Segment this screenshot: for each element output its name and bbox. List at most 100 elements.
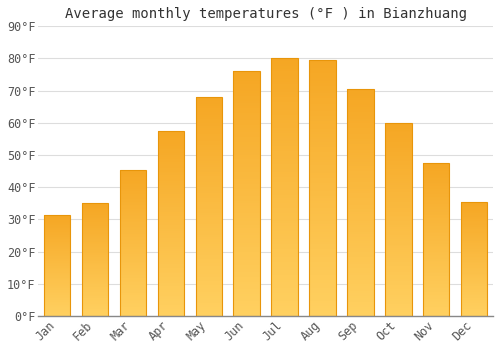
Bar [234, 142, 260, 145]
Bar [385, 183, 411, 185]
Bar [309, 83, 336, 86]
Bar [120, 234, 146, 236]
Bar [309, 301, 336, 303]
Bar [423, 204, 450, 206]
Bar [461, 292, 487, 293]
Bar [44, 298, 70, 299]
Bar [158, 203, 184, 205]
Bar [158, 262, 184, 264]
Bar [385, 227, 411, 229]
Bar [272, 277, 298, 280]
Bar [423, 233, 450, 235]
Bar [196, 224, 222, 226]
Bar [44, 296, 70, 297]
Bar [234, 89, 260, 91]
Bar [272, 58, 298, 61]
Bar [120, 231, 146, 232]
Bar [272, 295, 298, 298]
Bar [423, 212, 450, 214]
Bar [272, 187, 298, 190]
Bar [309, 252, 336, 254]
Bar [158, 222, 184, 223]
Bar [234, 145, 260, 147]
Bar [196, 239, 222, 241]
Bar [234, 203, 260, 206]
Bar [158, 196, 184, 197]
Bar [158, 210, 184, 212]
Bar [423, 312, 450, 313]
Bar [385, 194, 411, 196]
Bar [347, 207, 374, 209]
Bar [234, 247, 260, 250]
Bar [196, 294, 222, 296]
Bar [309, 285, 336, 288]
Bar [196, 285, 222, 287]
Bar [423, 301, 450, 302]
Bar [309, 104, 336, 106]
Bar [196, 187, 222, 189]
Bar [82, 239, 108, 240]
Bar [309, 165, 336, 168]
Bar [82, 244, 108, 245]
Bar [423, 250, 450, 252]
Bar [423, 305, 450, 307]
Bar [234, 211, 260, 213]
Bar [309, 121, 336, 124]
Bar [44, 217, 70, 218]
Bar [234, 282, 260, 284]
Bar [234, 101, 260, 103]
Bar [120, 208, 146, 209]
Bar [347, 246, 374, 248]
Bar [423, 239, 450, 241]
Bar [272, 138, 298, 141]
Bar [309, 63, 336, 65]
Bar [423, 198, 450, 200]
Bar [461, 240, 487, 242]
Bar [385, 181, 411, 183]
Bar [196, 204, 222, 206]
Bar [385, 272, 411, 273]
Bar [272, 174, 298, 177]
Bar [158, 242, 184, 244]
Bar [309, 306, 336, 308]
Bar [385, 134, 411, 136]
Bar [423, 278, 450, 279]
Bar [385, 275, 411, 277]
Bar [347, 189, 374, 191]
Bar [272, 252, 298, 254]
Bar [234, 91, 260, 93]
Bar [196, 241, 222, 244]
Bar [347, 228, 374, 230]
Bar [196, 200, 222, 202]
Bar [423, 298, 450, 299]
Bar [196, 283, 222, 285]
Bar [234, 287, 260, 289]
Bar [385, 179, 411, 181]
Bar [196, 159, 222, 161]
Bar [347, 187, 374, 189]
Bar [158, 234, 184, 236]
Bar [272, 311, 298, 313]
Bar [309, 65, 336, 68]
Bar [347, 264, 374, 266]
Bar [120, 202, 146, 203]
Bar [272, 267, 298, 270]
Bar [44, 240, 70, 241]
Bar [423, 261, 450, 262]
Bar [120, 197, 146, 199]
Bar [461, 298, 487, 299]
Bar [82, 209, 108, 210]
Bar [309, 275, 336, 278]
Bar [158, 277, 184, 279]
Bar [347, 268, 374, 271]
Bar [347, 248, 374, 250]
Bar [423, 166, 450, 168]
Bar [196, 147, 222, 149]
Bar [82, 228, 108, 229]
Bar [120, 215, 146, 216]
Bar [461, 227, 487, 228]
Bar [347, 198, 374, 200]
Bar [234, 174, 260, 176]
Bar [272, 229, 298, 231]
Bar [423, 262, 450, 264]
